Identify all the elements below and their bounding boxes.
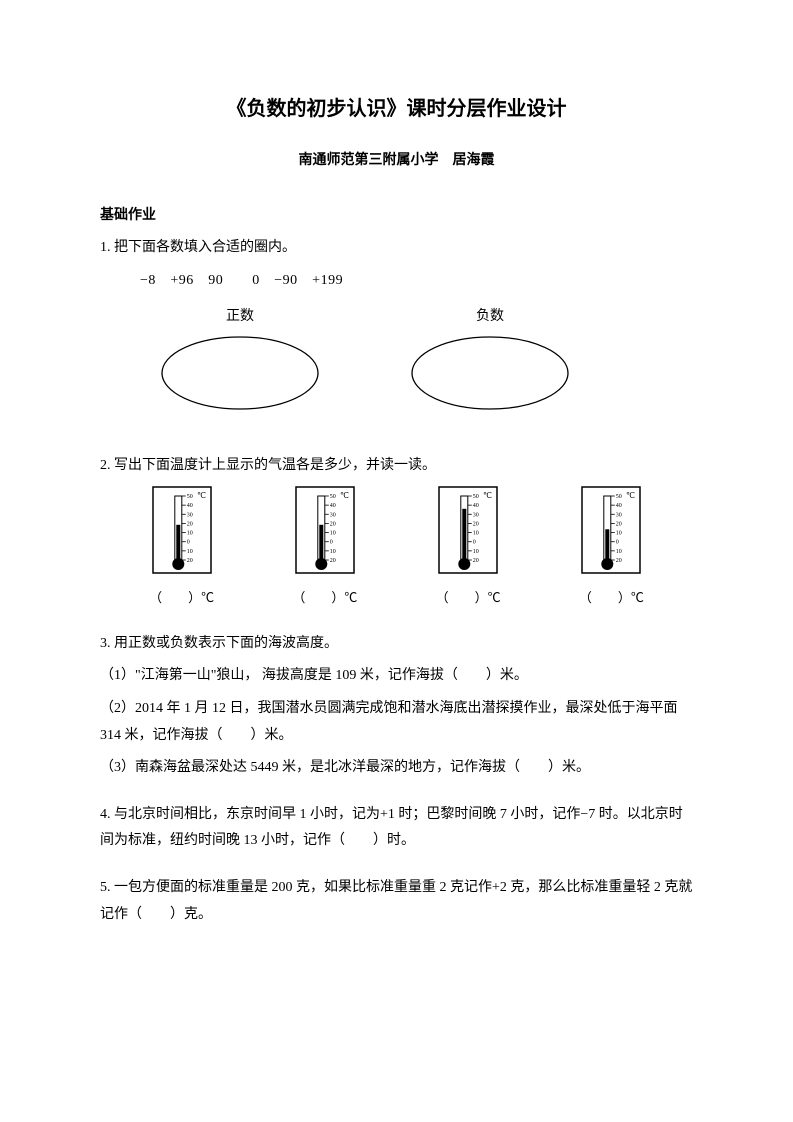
svg-text:30: 30 — [616, 512, 622, 518]
positive-label: 正数 — [160, 304, 320, 331]
svg-text:10: 10 — [616, 530, 622, 536]
svg-text:0: 0 — [473, 539, 476, 545]
svg-text:20: 20 — [616, 521, 622, 527]
svg-text:10: 10 — [186, 548, 192, 554]
svg-text:℃: ℃ — [483, 491, 492, 500]
svg-text:0: 0 — [330, 539, 333, 545]
svg-text:20: 20 — [473, 521, 479, 527]
thermometer-3-svg: ℃ 50 40 30 20 10 0 10 20 — [438, 486, 498, 574]
negative-oval-block: 负数 — [410, 304, 570, 413]
thermometer-1-svg: ℃ 50 40 30 20 10 0 10 20 — [152, 486, 212, 574]
question-3-line3: （3）南森海盆最深处达 5449 米，是北冰洋最深的地方，记作海拔（ ）米。 — [100, 755, 693, 782]
svg-text:℃: ℃ — [340, 491, 349, 500]
question-3-line1: （1）"江海第一山"狼山， 海拔高度是 109 米，记作海拔（ ）米。 — [100, 663, 693, 690]
svg-text:30: 30 — [473, 512, 479, 518]
question-1-prompt: 1. 把下面各数填入合适的圈内。 — [100, 235, 693, 262]
svg-text:20: 20 — [330, 521, 336, 527]
svg-text:10: 10 — [473, 548, 479, 554]
thermometer-4-caption: （ ）℃ — [579, 586, 644, 611]
question-1-numbers: −8 +96 90 0 −90 +199 — [100, 268, 693, 295]
question-3-line2: （2）2014 年 1 月 12 日，我国潜水员圆满完成饱和潜水海底出潜探摸作业… — [100, 696, 693, 749]
svg-text:40: 40 — [616, 503, 622, 509]
negative-label: 负数 — [410, 304, 570, 331]
svg-text:10: 10 — [186, 530, 192, 536]
svg-text:40: 40 — [473, 503, 479, 509]
thermometer-4: ℃ 50 40 30 20 10 0 10 20 （ ）℃ — [579, 486, 644, 611]
question-4: 4. 与北京时间相比，东京时间早 1 小时，记为+1 时；巴黎时间晚 7 小时，… — [100, 802, 693, 855]
thermometer-3-caption: （ ）℃ — [436, 586, 501, 611]
svg-text:40: 40 — [330, 503, 336, 509]
thermometer-3: ℃ 50 40 30 20 10 0 10 20 （ ）℃ — [436, 486, 501, 611]
thermometer-2-svg: ℃ 50 40 30 20 10 0 10 20 — [295, 486, 355, 574]
svg-text:50: 50 — [330, 494, 336, 500]
svg-text:℃: ℃ — [197, 491, 206, 500]
svg-text:0: 0 — [616, 539, 619, 545]
positive-oval — [160, 333, 320, 413]
question-3: 3. 用正数或负数表示下面的海波高度。 （1）"江海第一山"狼山， 海拔高度是 … — [100, 631, 693, 782]
svg-text:10: 10 — [473, 530, 479, 536]
thermometers-row: ℃ 50 40 30 20 10 0 10 20 （ ）℃ ℃ 50 40 30 20 10 0 10 20 （… — [100, 486, 693, 611]
svg-text:10: 10 — [330, 548, 336, 554]
section-heading: 基础作业 — [100, 201, 693, 228]
svg-text:20: 20 — [330, 558, 336, 564]
svg-text:30: 30 — [330, 512, 336, 518]
svg-text:30: 30 — [186, 512, 192, 518]
page-title: 《负数的初步认识》课时分层作业设计 — [100, 90, 693, 128]
svg-text:0: 0 — [186, 539, 189, 545]
thermometer-1: ℃ 50 40 30 20 10 0 10 20 （ ）℃ — [149, 486, 214, 611]
svg-text:10: 10 — [616, 548, 622, 554]
thermometer-1-caption: （ ）℃ — [149, 586, 214, 611]
page-subtitle: 南通师范第三附属小学 居海霞 — [100, 146, 693, 173]
ovals-row: 正数 负数 — [100, 304, 693, 413]
svg-text:℃: ℃ — [626, 491, 635, 500]
svg-text:20: 20 — [616, 558, 622, 564]
thermometer-4-svg: ℃ 50 40 30 20 10 0 10 20 — [581, 486, 641, 574]
positive-oval-block: 正数 — [160, 304, 320, 413]
svg-text:50: 50 — [616, 494, 622, 500]
thermometer-2: ℃ 50 40 30 20 10 0 10 20 （ ）℃ — [292, 486, 357, 611]
thermometer-2-caption: （ ）℃ — [292, 586, 357, 611]
svg-text:20: 20 — [473, 558, 479, 564]
svg-text:20: 20 — [186, 521, 192, 527]
svg-text:50: 50 — [186, 494, 192, 500]
question-2-prompt: 2. 写出下面温度计上显示的气温各是多少，并读一读。 — [100, 453, 693, 480]
svg-text:50: 50 — [473, 494, 479, 500]
svg-text:40: 40 — [186, 503, 192, 509]
question-3-prompt: 3. 用正数或负数表示下面的海波高度。 — [100, 631, 693, 658]
negative-oval — [410, 333, 570, 413]
svg-text:10: 10 — [330, 530, 336, 536]
svg-text:20: 20 — [186, 558, 192, 564]
question-5: 5. 一包方便面的标准重量是 200 克，如果比标准重量重 2 克记作+2 克，… — [100, 875, 693, 928]
